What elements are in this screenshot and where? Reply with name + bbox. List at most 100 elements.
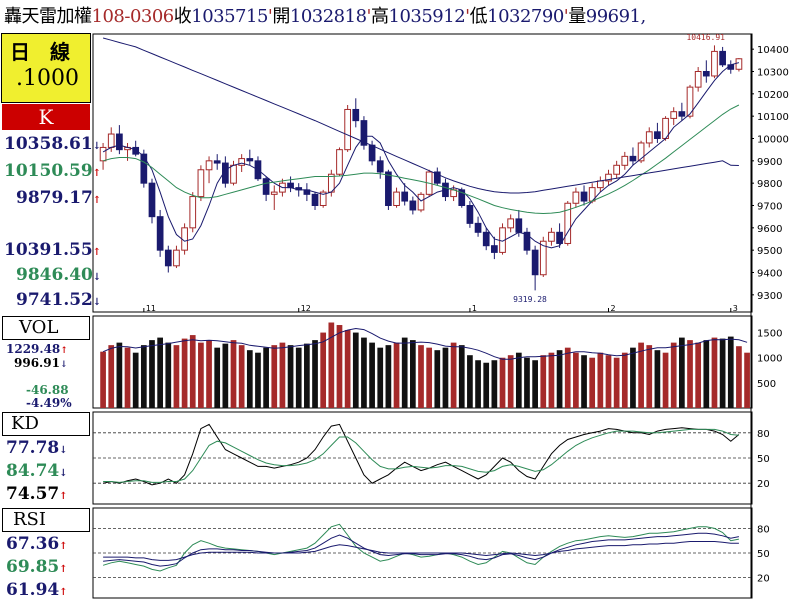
period-label: 日 線: [10, 40, 70, 64]
kd-panel-label[interactable]: KD: [2, 412, 90, 436]
candle-body: [564, 202, 572, 244]
volume-ma-line: [102, 327, 748, 360]
volume-bar: [548, 352, 555, 408]
candle-body: [287, 182, 294, 189]
volume-bar: [638, 342, 644, 408]
volume-bar: [132, 352, 139, 408]
header-volume: 99691,: [585, 6, 646, 27]
volume-tick-label: 500: [757, 379, 776, 390]
candle-body: [580, 191, 588, 202]
vol-panel-label[interactable]: VOL: [2, 316, 90, 340]
volume-bar: [475, 360, 481, 408]
kd-line-k: [102, 423, 740, 486]
candle-body: [645, 131, 653, 144]
candle-body: [735, 58, 743, 70]
volume-bar: [279, 342, 286, 408]
high-annotation: 10416.91: [686, 33, 725, 42]
vol-value-4: -4.49%: [26, 396, 72, 410]
volume-bar: [295, 347, 302, 408]
volume-bar: [157, 337, 163, 408]
volume-bar: [581, 355, 587, 408]
volume-bar: [214, 347, 221, 408]
kd-line-d: [103, 428, 739, 483]
month-label: 1: [472, 304, 477, 313]
volume-bar: [515, 352, 522, 408]
candle-body: [205, 160, 213, 171]
volume-bar: [165, 342, 172, 408]
rsi-2-value: 69.85↑: [6, 557, 68, 577]
rsi-line-rsi1: [102, 523, 739, 572]
candle-body: [678, 111, 686, 117]
bb-lower-value: 9741.52↓: [16, 290, 102, 310]
volume-tick-label: 1000: [757, 354, 782, 365]
volume-bar: [287, 345, 294, 408]
candle-body: [238, 158, 246, 166]
rsi-panel-label[interactable]: RSI: [2, 508, 90, 532]
volume-bar: [687, 340, 693, 408]
candle-body: [368, 144, 376, 162]
period-box[interactable]: 日 線 .1000: [1, 33, 91, 103]
volume-bar: [344, 330, 351, 408]
volume-bar: [426, 347, 433, 408]
volume-bar: [108, 345, 115, 408]
rsi-tick-label: 80: [757, 524, 770, 535]
candle-body: [637, 142, 645, 162]
vol-value-3: -46.88: [26, 383, 69, 397]
header-high: 1035912: [388, 6, 466, 27]
panel-frame-price: [92, 33, 753, 313]
volume-bar: [385, 345, 392, 408]
volume-bar: [124, 347, 131, 408]
ma-line-ma60: [102, 37, 739, 194]
volume-bar: [181, 338, 188, 408]
candle-body: [572, 191, 580, 204]
candle-body: [270, 191, 278, 195]
candle-body: [189, 196, 197, 229]
price-tick-label: 9500: [757, 246, 782, 257]
volume-bar: [458, 345, 465, 408]
header-open-label: 開: [272, 6, 290, 27]
volume-bar: [744, 352, 750, 408]
candle-body: [262, 178, 270, 195]
bb-upper-value: 10391.55↑: [4, 240, 102, 260]
volume-bar: [703, 340, 710, 408]
candle-body: [173, 249, 180, 267]
volume-bar: [198, 342, 204, 408]
header-date: 108-0306: [91, 6, 175, 27]
candle-body: [531, 249, 539, 276]
candle-body: [132, 146, 140, 155]
candle-body: [197, 169, 205, 198]
header-close: 1035715: [191, 6, 268, 27]
volume-bar: [116, 342, 123, 408]
volume-bar: [727, 336, 734, 408]
volume-bar: [393, 342, 400, 408]
candle-body: [116, 133, 123, 151]
volume-bar: [336, 325, 343, 408]
volume-bar: [597, 352, 604, 408]
price-tick-label: 10400: [757, 45, 789, 56]
candle-body: [474, 222, 482, 233]
volume-panel: [100, 322, 750, 408]
volume-bar: [450, 342, 457, 408]
ma-short-value: 10358.61↓: [4, 134, 102, 154]
volume-bar: [467, 355, 473, 408]
vol-value-2: 996.91↓: [14, 356, 68, 370]
kd-d-value: 84.74↓: [6, 461, 68, 481]
k-panel-label[interactable]: K: [2, 104, 90, 130]
candle-body: [482, 231, 490, 247]
volume-bar: [149, 340, 155, 408]
volume-bar: [711, 337, 718, 408]
volume-bar: [401, 337, 408, 408]
month-label: 12: [301, 304, 311, 313]
volume-bar: [230, 340, 237, 408]
volume-bar: [524, 357, 530, 408]
y-axis-labels: 9300 9400 9500 9600 9700 9800 9900 10000 10100 10…: [751, 45, 789, 585]
volume-bar: [556, 350, 563, 408]
candle-body: [523, 231, 531, 251]
candle-body: [654, 131, 661, 140]
volume-bar: [238, 345, 245, 408]
kd-panel: [93, 423, 751, 486]
month-label: 2: [610, 304, 615, 313]
candle-body: [719, 50, 726, 66]
price-tick-label: 10200: [757, 90, 789, 101]
